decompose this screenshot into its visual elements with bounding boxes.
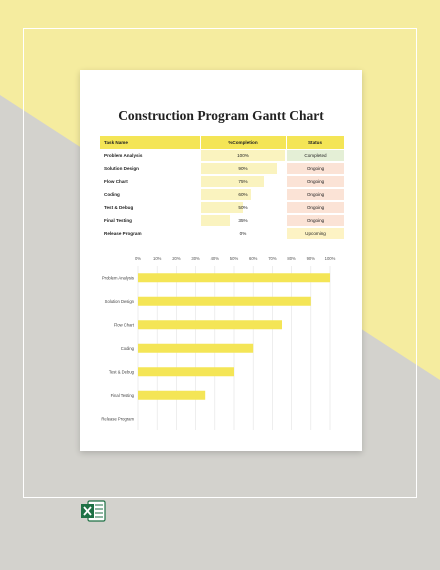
- task-name: Solution Design: [104, 166, 139, 171]
- y-category-label: Solution Design: [105, 299, 135, 304]
- gantt-bar: [138, 320, 282, 330]
- status-badge: Ongoing: [287, 202, 344, 213]
- x-tick-label: 90%: [307, 256, 316, 261]
- task-name: Coding: [104, 192, 120, 197]
- y-category-label: Final Testing: [111, 393, 135, 398]
- x-tick-label: 30%: [191, 256, 200, 261]
- status-badge: Ongoing: [287, 163, 344, 174]
- table-row: Solution Design 90% Ongoing: [100, 162, 344, 175]
- task-name: Final Testing: [104, 218, 132, 223]
- task-name: Problem Analysis: [104, 153, 143, 158]
- header-status: Status: [307, 140, 323, 145]
- x-tick-label: 60%: [249, 256, 258, 261]
- x-tick-label: 40%: [211, 256, 220, 261]
- progress-table: Task Name %Completion Status Problem Ana…: [100, 136, 344, 240]
- gantt-bar: [138, 390, 206, 400]
- gantt-bar: [138, 367, 234, 377]
- gantt-bar: [138, 273, 330, 283]
- table-row: Final Testing 35% Ongoing: [100, 214, 344, 227]
- task-name: Release Program: [104, 231, 142, 236]
- status-badge: Upcoming: [287, 228, 344, 239]
- table-row: Coding 60% Ongoing: [100, 188, 344, 201]
- completion-fill: [201, 176, 264, 187]
- y-category-label: Coding: [121, 346, 135, 351]
- task-name: Flow Chart: [104, 179, 128, 184]
- header-divider: [200, 136, 201, 149]
- status-badge: Ongoing: [287, 189, 344, 200]
- status-badge: Ongoing: [287, 176, 344, 187]
- completion-fill: [201, 215, 231, 226]
- header-task-name: Task Name: [104, 140, 128, 145]
- table-row: Release Program 0% Upcoming: [100, 227, 344, 240]
- completion-value: 90%: [238, 166, 248, 171]
- status-badge: Ongoing: [287, 215, 344, 226]
- x-tick-label: 100%: [325, 256, 336, 261]
- header-divider: [286, 136, 287, 149]
- y-category-label: Release Program: [101, 416, 134, 421]
- y-category-label: Test & Debug: [109, 369, 135, 374]
- completion-value: 75%: [238, 179, 248, 184]
- completion-value: 0%: [239, 231, 247, 236]
- completion-fill: [201, 202, 243, 213]
- status-badge: Completed: [287, 150, 344, 161]
- table-row: Flow Chart 75% Ongoing: [100, 175, 344, 188]
- completion-value: 60%: [238, 192, 248, 197]
- gantt-chart: 0% 10% 20% 30% 40% 50% 60% 70% 80% 90% 100% Problem…: [101, 256, 336, 430]
- decorative-frame: [23, 28, 417, 498]
- table-header-row: Task Name %Completion Status: [100, 136, 344, 149]
- task-name: Test & Debug: [104, 205, 134, 210]
- gantt-bar: [138, 343, 254, 353]
- y-category-label: Flow Chart: [114, 322, 135, 327]
- completion-fill: [201, 150, 285, 161]
- header-completion: %Completion: [228, 140, 258, 145]
- x-tick-label: 80%: [287, 256, 296, 261]
- x-tick-label: 20%: [172, 256, 181, 261]
- table-row: Problem Analysis 100% Completed: [100, 149, 344, 162]
- x-tick-label: 50%: [230, 256, 239, 261]
- completion-fill: [201, 189, 252, 200]
- y-category-label: Problem Analysis: [102, 275, 134, 280]
- x-tick-label: 0%: [135, 256, 141, 261]
- completion-value: 35%: [238, 218, 248, 223]
- x-tick-label: 70%: [268, 256, 277, 261]
- table-row: Test & Debug 50% Ongoing: [100, 201, 344, 214]
- gantt-bar: [138, 296, 311, 306]
- document-page: Construction Program Gantt Chart Task Na…: [80, 70, 362, 451]
- excel-icon: [81, 500, 106, 522]
- page-title: Construction Program Gantt Chart: [118, 108, 324, 123]
- completion-value: 100%: [237, 153, 249, 158]
- completion-value: 50%: [238, 205, 248, 210]
- table-body: Problem Analysis 100% Completed Solution De…: [100, 149, 344, 240]
- x-tick-label: 10%: [153, 256, 162, 261]
- completion-fill: [201, 163, 277, 174]
